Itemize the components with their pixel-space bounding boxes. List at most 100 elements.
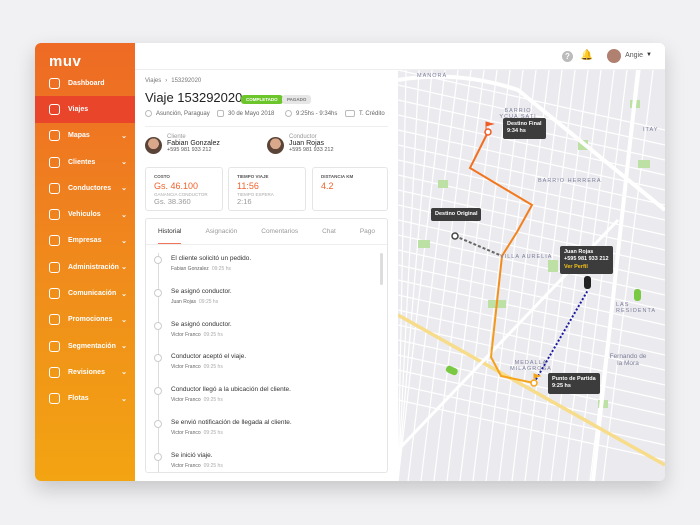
event-time: 09:25 hs: [203, 462, 223, 469]
driver-profile-link[interactable]: Ver Perfil: [564, 263, 588, 270]
sidebar-item-conductores[interactable]: Conductores ⌄: [35, 175, 135, 201]
sidebar-item-flotas[interactable]: Flotas ⌄: [35, 386, 135, 412]
map-icon: [49, 130, 60, 142]
timeline-dot: [154, 420, 162, 428]
street: [398, 114, 665, 176]
bell-icon[interactable]: 🔔: [580, 50, 593, 61]
stat-sub-value: Gs. 38.360: [154, 197, 191, 206]
driver-route: [533, 289, 589, 384]
stat-sub-label: TIEMPO ESPERA: [237, 192, 274, 197]
tooltip-phone: +595 981 933 212: [564, 256, 609, 263]
event-text: Se inició viaje.: [171, 451, 213, 459]
map-label: MEDALLA MILAGROSA: [510, 360, 552, 372]
tooltip-title: Destino Final: [507, 121, 542, 127]
map-label: VILLA AURELIA: [500, 254, 553, 260]
sidebar-item-empresas[interactable]: Empresas ⌄: [35, 228, 135, 254]
event-time: 09:25 hs: [203, 364, 223, 371]
sidebar-item-vehiculos[interactable]: Vehiculos ⌄: [35, 201, 135, 227]
caret-down-icon[interactable]: ▼: [646, 52, 652, 58]
pin-icon: [145, 110, 152, 117]
breadcrumb: Viajes › 153292020: [145, 78, 205, 84]
avenue: [398, 74, 665, 212]
car-icon: [49, 103, 60, 115]
event-time: 09:25 hs: [211, 266, 231, 272]
tooltip-original: Destino Original: [431, 208, 482, 222]
street: [398, 144, 665, 206]
street: [398, 159, 665, 221]
location-text: Asunción, Paraguay: [156, 110, 210, 117]
park: [418, 240, 430, 248]
breadcrumb-viajes[interactable]: Viajes: [145, 78, 162, 84]
sidebar-item-promociones[interactable]: Promociones ⌄: [35, 307, 135, 333]
event-user: Victor Franco: [171, 462, 201, 469]
sidebar-item-label: Clientes: [68, 158, 96, 166]
stat-sub-label: GANANCIA CONDUCTOR: [154, 192, 208, 197]
tab-0[interactable]: Historial: [157, 228, 182, 244]
park: [548, 260, 558, 272]
sidebar-item-administración[interactable]: Administración ⌄: [35, 254, 135, 280]
client-name[interactable]: Fabian Gonzalez: [167, 140, 220, 147]
location: Asunción, Paraguay: [145, 110, 210, 117]
chart-icon: [49, 340, 60, 352]
street: [398, 70, 433, 481]
timeline-item: Se asignó conductor. Juan Rojas 09:25 hs: [154, 288, 232, 305]
stat-label: COSTO: [154, 174, 170, 179]
tooltip-time: 9:34 hs: [507, 128, 526, 135]
map-label: BARRIO HERRERA: [538, 178, 602, 184]
date-text: 30 de Mayo 2018: [228, 110, 275, 117]
breadcrumb-sep: ›: [165, 78, 168, 84]
street: [398, 234, 665, 296]
sidebar-item-mapas[interactable]: Mapas ⌄: [35, 123, 135, 149]
timeline-item: Se inició viaje. Victor Franco 09:25 hs: [154, 452, 223, 469]
sidebar-item-label: Administración: [68, 263, 119, 271]
driver-phone: +595 981 933 212: [289, 147, 334, 153]
sidebar-item-label: Conductores: [68, 184, 112, 192]
tab-3[interactable]: Chat: [322, 228, 336, 235]
sidebar-item-clientes[interactable]: Clientes ⌄: [35, 149, 135, 175]
stat-time: TIEMPO VIAJE 11:56 TIEMPO ESPERA 2:16: [228, 167, 306, 211]
flag-icon: [485, 121, 495, 130]
sidebar-item-revisiones[interactable]: Revisiones ⌄: [35, 359, 135, 385]
street: [398, 219, 665, 281]
event-user: Juan Rojas: [171, 298, 197, 305]
scrollbar[interactable]: [380, 253, 383, 285]
stat-label: DISTANCIA KM: [321, 174, 354, 179]
tab-4[interactable]: Pago: [359, 228, 375, 235]
timeline-line: [158, 253, 159, 472]
stat-value: 4.2: [321, 181, 334, 191]
avatar[interactable]: [607, 49, 621, 63]
mail-icon: [49, 288, 60, 300]
street: [398, 129, 665, 191]
sidebar-item-segmentación[interactable]: Segmentación ⌄: [35, 333, 135, 359]
chevron-down-icon: ⌄: [121, 211, 127, 219]
sidebar-item-comunicación[interactable]: Comunicación ⌄: [35, 280, 135, 306]
sidebar-item-viajes[interactable]: Viajes: [35, 96, 135, 123]
driver-avatar: [267, 137, 284, 154]
event-user: Victor Franco: [171, 430, 201, 436]
street: [398, 384, 665, 446]
timeline-dot: [154, 288, 162, 297]
topbar: ? 🔔 Angie ▼: [135, 43, 665, 70]
park: [638, 160, 650, 168]
map-label: Fernando de la Mora: [609, 353, 647, 367]
time-text: 9:25hs - 9:34hs: [296, 110, 338, 117]
driver-car-icon: [584, 276, 591, 289]
time: 9:25hs - 9:34hs: [285, 110, 337, 117]
event-user: Victor Franco: [171, 331, 201, 338]
map-label: LAS RESIDENTA: [616, 302, 657, 314]
user-name[interactable]: Angie: [625, 52, 643, 59]
street: [398, 294, 665, 356]
tab-1[interactable]: Asignación: [205, 228, 238, 235]
sidebar-item-label: Flotas: [68, 395, 89, 403]
event-time: 09:25 hs: [203, 430, 223, 436]
steering-wheel-icon: [49, 182, 60, 194]
tab-2[interactable]: Comentarios: [261, 228, 299, 235]
list-icon: [49, 366, 60, 378]
help-icon[interactable]: ?: [562, 51, 573, 62]
tabs-panel: Historial Asignación Comentarios Chat Pago E…: [145, 218, 388, 473]
sidebar-item-dashboard[interactable]: Dashboard: [35, 70, 135, 96]
driver-name[interactable]: Juan Rojas: [289, 140, 325, 147]
map[interactable]: MANORÁ BARRIO YCUA SATI ITAY BARRIO HERR…: [398, 70, 665, 481]
timeline-item: Se asignó conductor. Victor Franco 09:25 h…: [154, 321, 232, 338]
tooltip-final: Destino Final 9:34 hs: [503, 118, 546, 139]
